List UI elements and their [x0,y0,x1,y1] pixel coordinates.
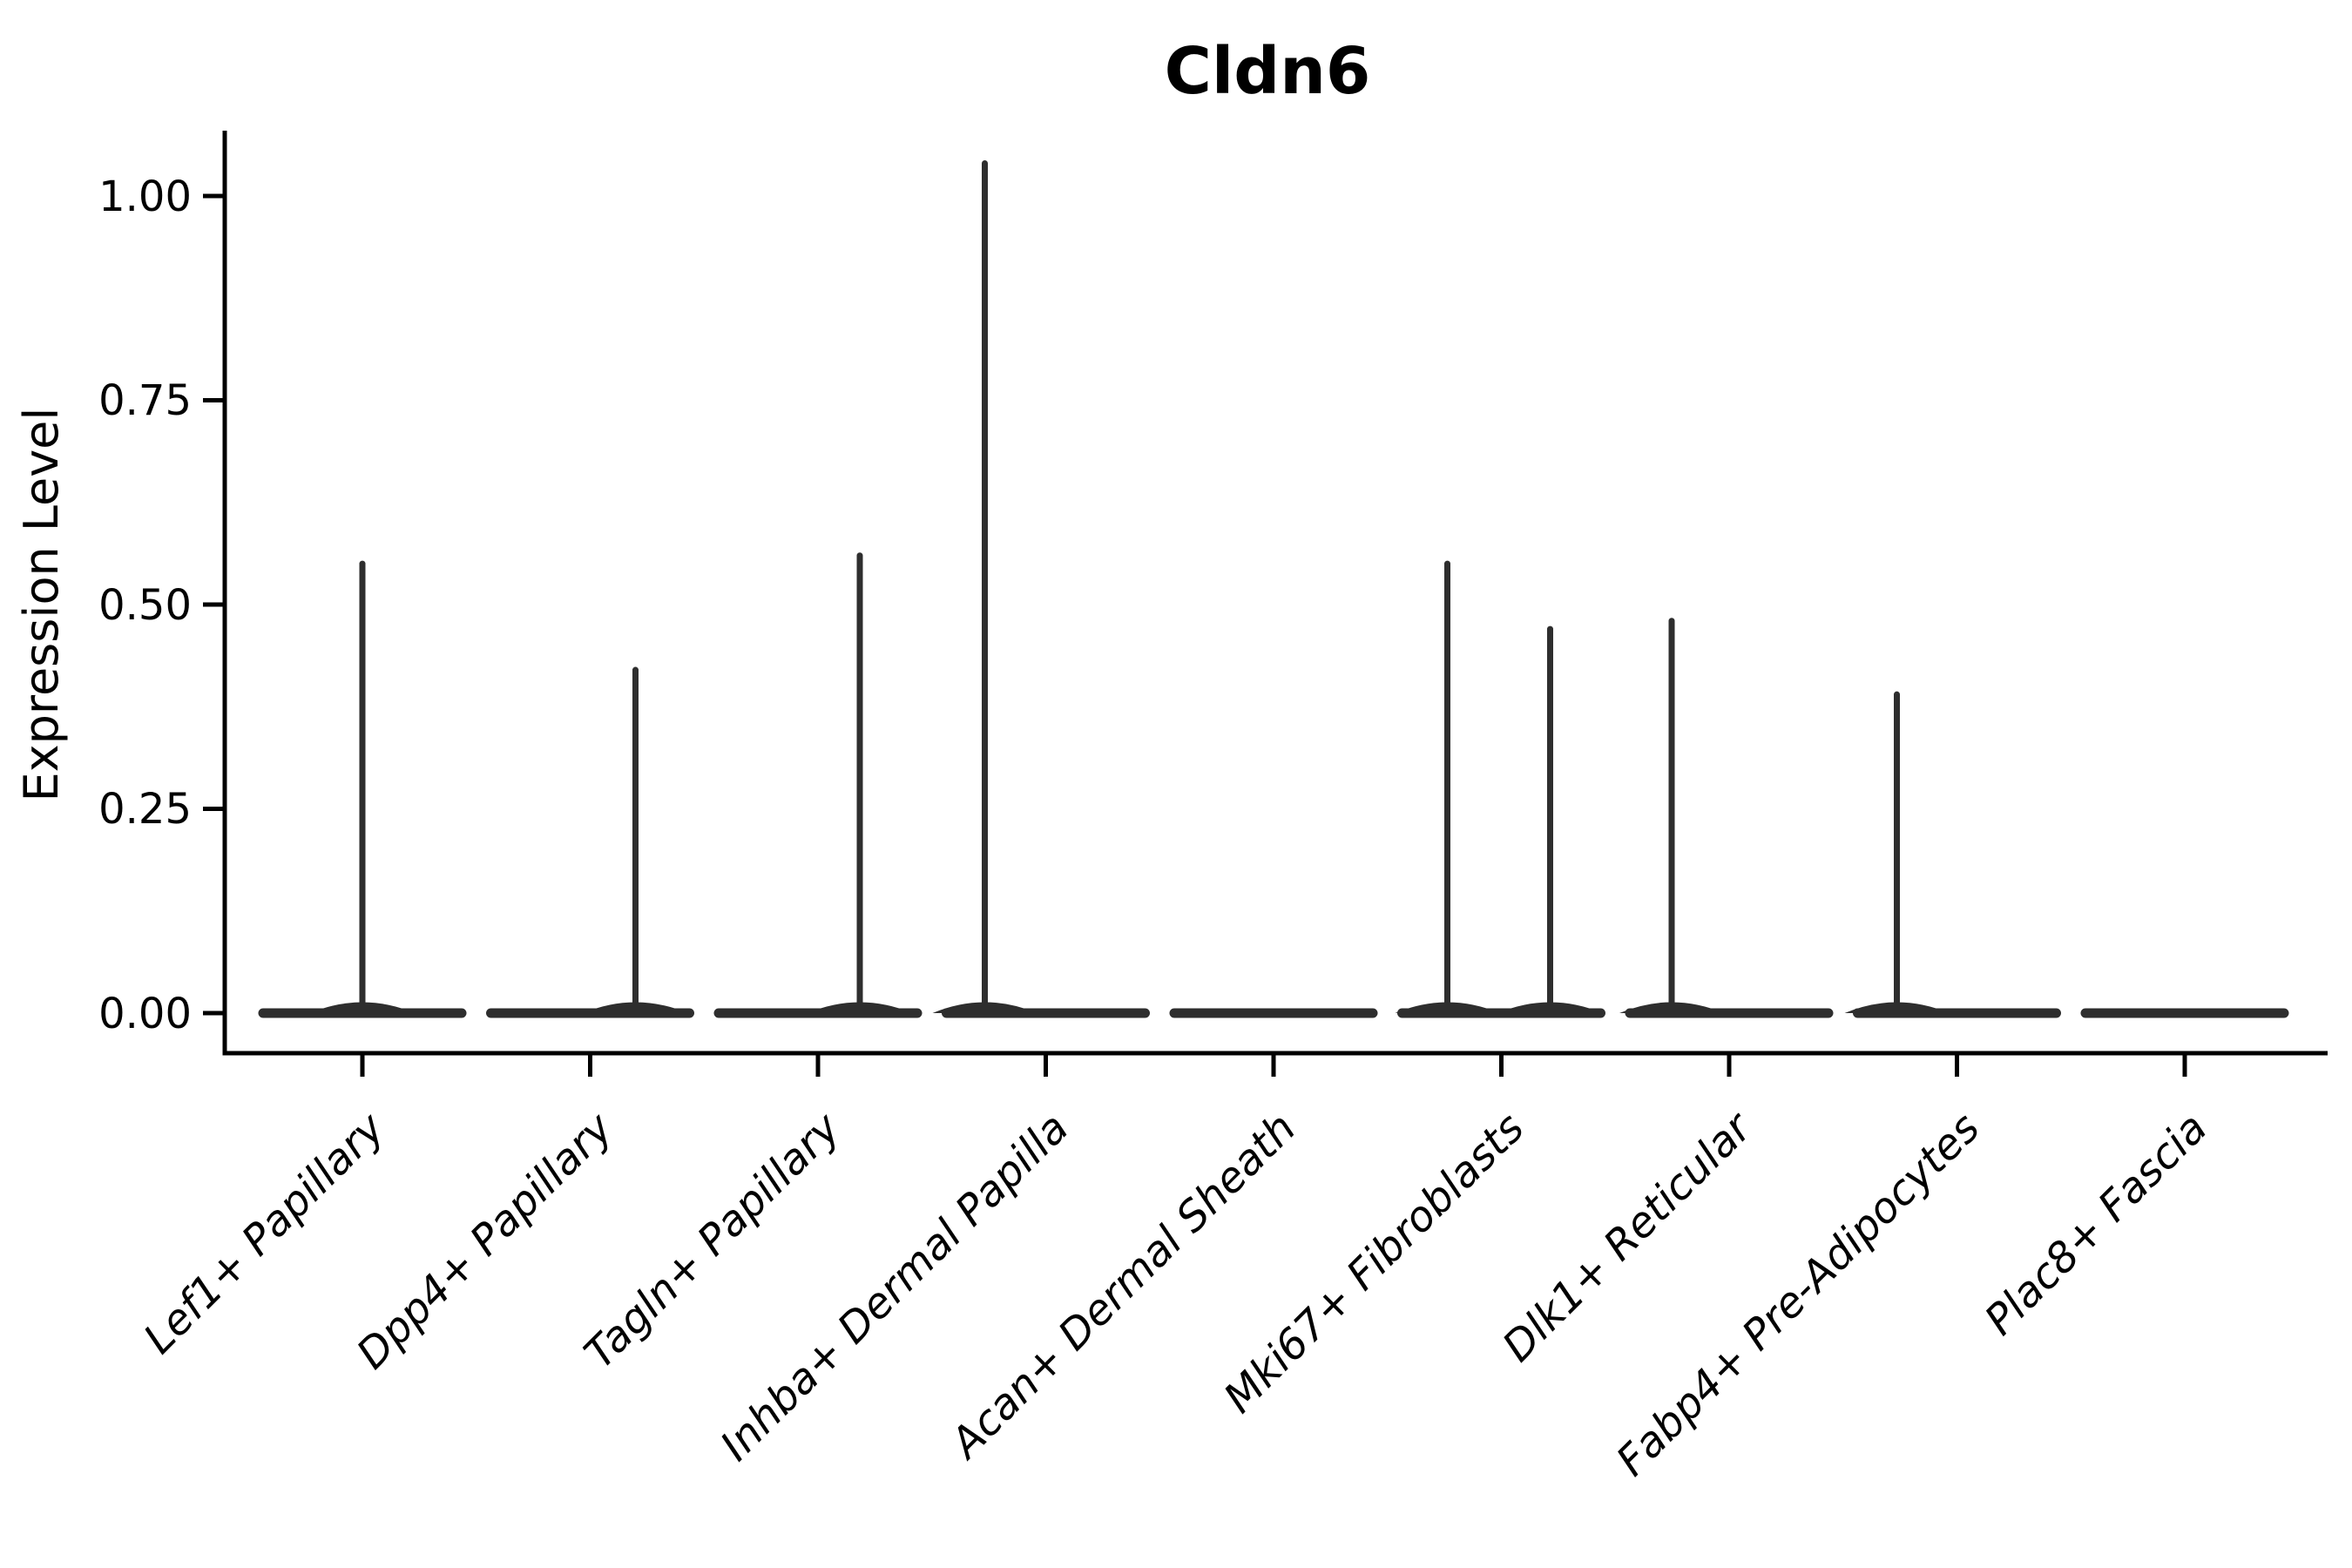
y-tick-label: 0.75 [98,376,192,425]
y-tick-label: 1.00 [98,172,192,221]
y-tick-label: 0.50 [98,581,192,630]
y-axis-label: Expression Level [14,408,69,802]
y-tick-label: 0.25 [98,785,192,834]
violin-4 [932,159,1150,1018]
x-category-label: Lef1+ Papillary [134,1103,395,1363]
x-category-label: Dlk1+ Reticular [1493,1102,1763,1372]
violin-3 [713,552,923,1018]
y-tick-label: 0.00 [98,990,192,1038]
x-category-label: Fabp4+ Pre-Adipocytes [1607,1104,1990,1486]
plot-title: Cldn6 [1165,34,1371,109]
violins-group [258,159,2289,1018]
violin-7 [1619,618,1834,1018]
x-category-label: Tagln+ Papillary [575,1103,850,1378]
axis-ticks [203,193,2187,1077]
violin-6 [1395,560,1605,1018]
violin-8 [1844,691,2061,1018]
violin-1 [258,560,467,1018]
violin-2 [486,666,694,1018]
x-category-label: Plac8+ Fascia [1976,1104,2217,1345]
